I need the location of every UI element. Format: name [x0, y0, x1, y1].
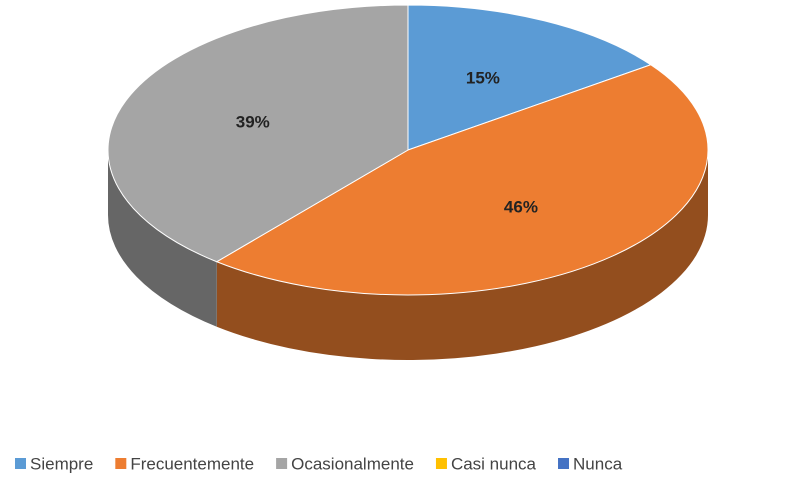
legend-swatch [15, 458, 26, 469]
pie-side [216, 150, 708, 361]
pie-slice [407, 4, 652, 151]
pie-side [108, 150, 217, 327]
legend-label: Ocasionalmente [291, 454, 414, 473]
legend-label: Frecuentemente [130, 454, 254, 473]
legend-swatch [276, 458, 288, 469]
pie-slice [107, 4, 409, 263]
legend-label: Casi nunca [451, 454, 537, 473]
legend-label: Siempre [30, 454, 93, 473]
data-label: 15% [466, 68, 500, 87]
data-label: 46% [504, 198, 538, 217]
data-label: 39% [236, 112, 270, 131]
pie-slice [215, 64, 709, 296]
legend-swatch [558, 458, 570, 469]
legend-swatch [435, 458, 447, 469]
legend-label: Nunca [573, 454, 623, 473]
legend-swatch [115, 458, 127, 469]
